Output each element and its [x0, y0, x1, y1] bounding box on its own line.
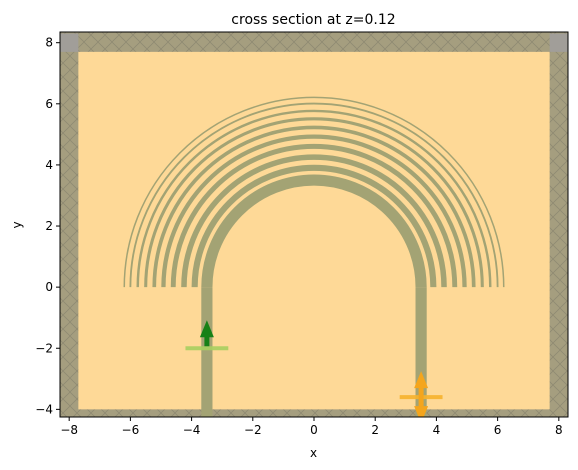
x-axis: −8 −6 −4 −2 0 2 4 6 8 — [60, 417, 562, 437]
y-axis-label: y — [10, 221, 24, 228]
pml-corner — [60, 34, 78, 52]
x-tick-label: −6 — [122, 423, 140, 437]
y-axis: −4 −2 0 2 4 6 8 — [35, 36, 60, 417]
pml-corner — [550, 34, 568, 52]
x-tick-label: 0 — [310, 423, 318, 437]
x-tick-label: 6 — [494, 423, 502, 437]
x-tick-label: −4 — [183, 423, 201, 437]
y-tick-label: −4 — [35, 402, 53, 416]
y-tick-label: 0 — [45, 280, 53, 294]
y-tick-label: 6 — [45, 97, 53, 111]
x-tick-label: −8 — [60, 423, 78, 437]
x-tick-label: 4 — [433, 423, 441, 437]
y-tick-label: −2 — [35, 341, 53, 355]
x-tick-label: 2 — [371, 423, 379, 437]
simulation-domain — [78, 52, 549, 410]
y-tick-label: 8 — [45, 36, 53, 50]
y-tick-label: 4 — [45, 158, 53, 172]
plot-area — [60, 32, 568, 423]
x-axis-label: x — [310, 446, 317, 460]
y-tick-label: 2 — [45, 219, 53, 233]
x-tick-label: 8 — [555, 423, 563, 437]
waveguide — [201, 287, 212, 417]
x-tick-label: −2 — [244, 423, 262, 437]
chart-title: cross section at z=0.12 — [231, 12, 395, 28]
